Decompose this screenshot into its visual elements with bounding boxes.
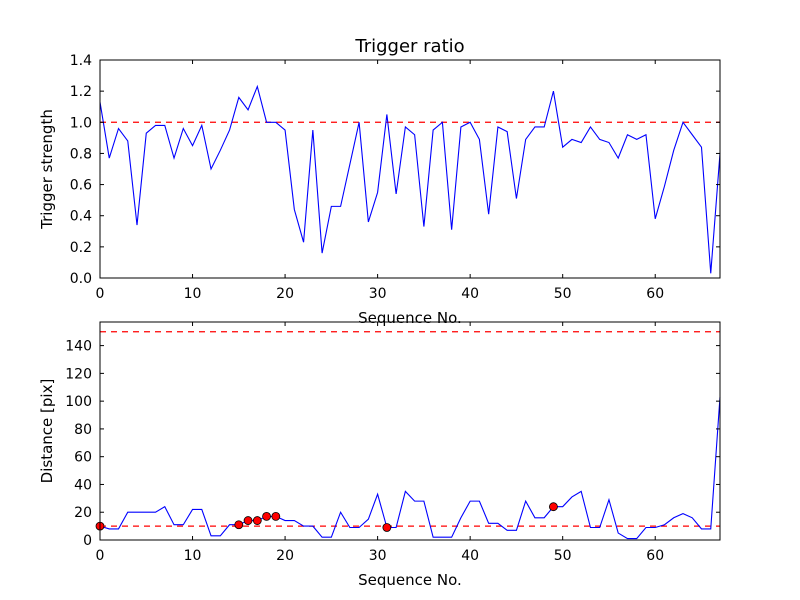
x-axis-label: Sequence No. (358, 571, 462, 589)
y-tick-label: 0.8 (70, 146, 92, 162)
highlight-marker (271, 511, 281, 521)
x-axis-label: Sequence No. (358, 309, 462, 327)
y-tick-label: 140 (65, 339, 92, 355)
y-tick-label: 1.4 (70, 53, 92, 69)
highlight-marker (234, 520, 244, 530)
y-tick-label: 0.0 (70, 271, 92, 287)
highlight-marker (252, 516, 262, 525)
highlight-marker (243, 516, 253, 525)
y-tick-label: 0.4 (70, 209, 92, 225)
plot-2: 0 10 20 30 40 50 60 0 20 40 60 80 100 120 140 Sequence … (38, 321, 721, 589)
x-tick-label: 20 (276, 286, 294, 302)
x-tick-label: 10 (184, 548, 202, 564)
y-tick-label: 40 (74, 477, 92, 493)
y-axis-label: Distance [pix] (38, 379, 56, 484)
x-tick-label: 30 (369, 286, 387, 302)
plot-1: 0 10 20 30 40 50 60 0.0 0.2 0.4 0.6 0.8 1.0 1.2 1.4 Tri… (38, 36, 721, 327)
highlight-marker (549, 502, 558, 512)
y-tick-label: 100 (65, 394, 92, 410)
y-tick-label: 60 (74, 450, 92, 466)
y-tick-label: 0.2 (70, 240, 92, 256)
y-tick-label: 120 (65, 366, 92, 382)
series-line (99, 396, 721, 540)
x-tick-label: 40 (461, 548, 479, 564)
y-tick-label: 20 (74, 505, 92, 521)
x-tick-label: 10 (184, 286, 202, 302)
y-tick-label: 0 (83, 533, 92, 549)
x-tick-label: 40 (461, 286, 479, 302)
y-tick-label: 0.6 (70, 178, 92, 194)
plot-frame (99, 321, 721, 541)
x-tick-label: 50 (554, 548, 572, 564)
y-tick-label: 80 (74, 422, 92, 438)
chart-title: Trigger ratio (354, 36, 464, 57)
x-tick-label: 50 (554, 286, 572, 302)
x-tick-label: 0 (96, 548, 105, 564)
highlight-marker (382, 523, 392, 532)
x-tick-label: 30 (369, 548, 387, 564)
y-axis-label: Trigger strength (38, 109, 56, 230)
x-tick-label: 0 (96, 286, 105, 302)
x-tick-label: 60 (646, 286, 664, 302)
y-tick-label: 1.2 (70, 84, 92, 100)
highlight-marker (262, 511, 271, 521)
series-line (99, 84, 721, 274)
plot-frame (99, 59, 721, 279)
x-tick-label: 20 (276, 548, 294, 564)
y-tick-label: 1.0 (70, 115, 92, 131)
x-tick-label: 60 (646, 548, 664, 564)
